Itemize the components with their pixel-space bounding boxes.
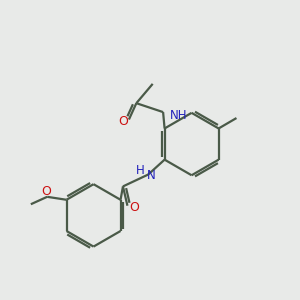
Text: N: N [147, 169, 156, 182]
Text: H: H [136, 164, 144, 177]
Text: O: O [41, 185, 51, 198]
Text: O: O [129, 201, 139, 214]
Text: O: O [118, 115, 128, 128]
Text: NH: NH [169, 109, 187, 122]
